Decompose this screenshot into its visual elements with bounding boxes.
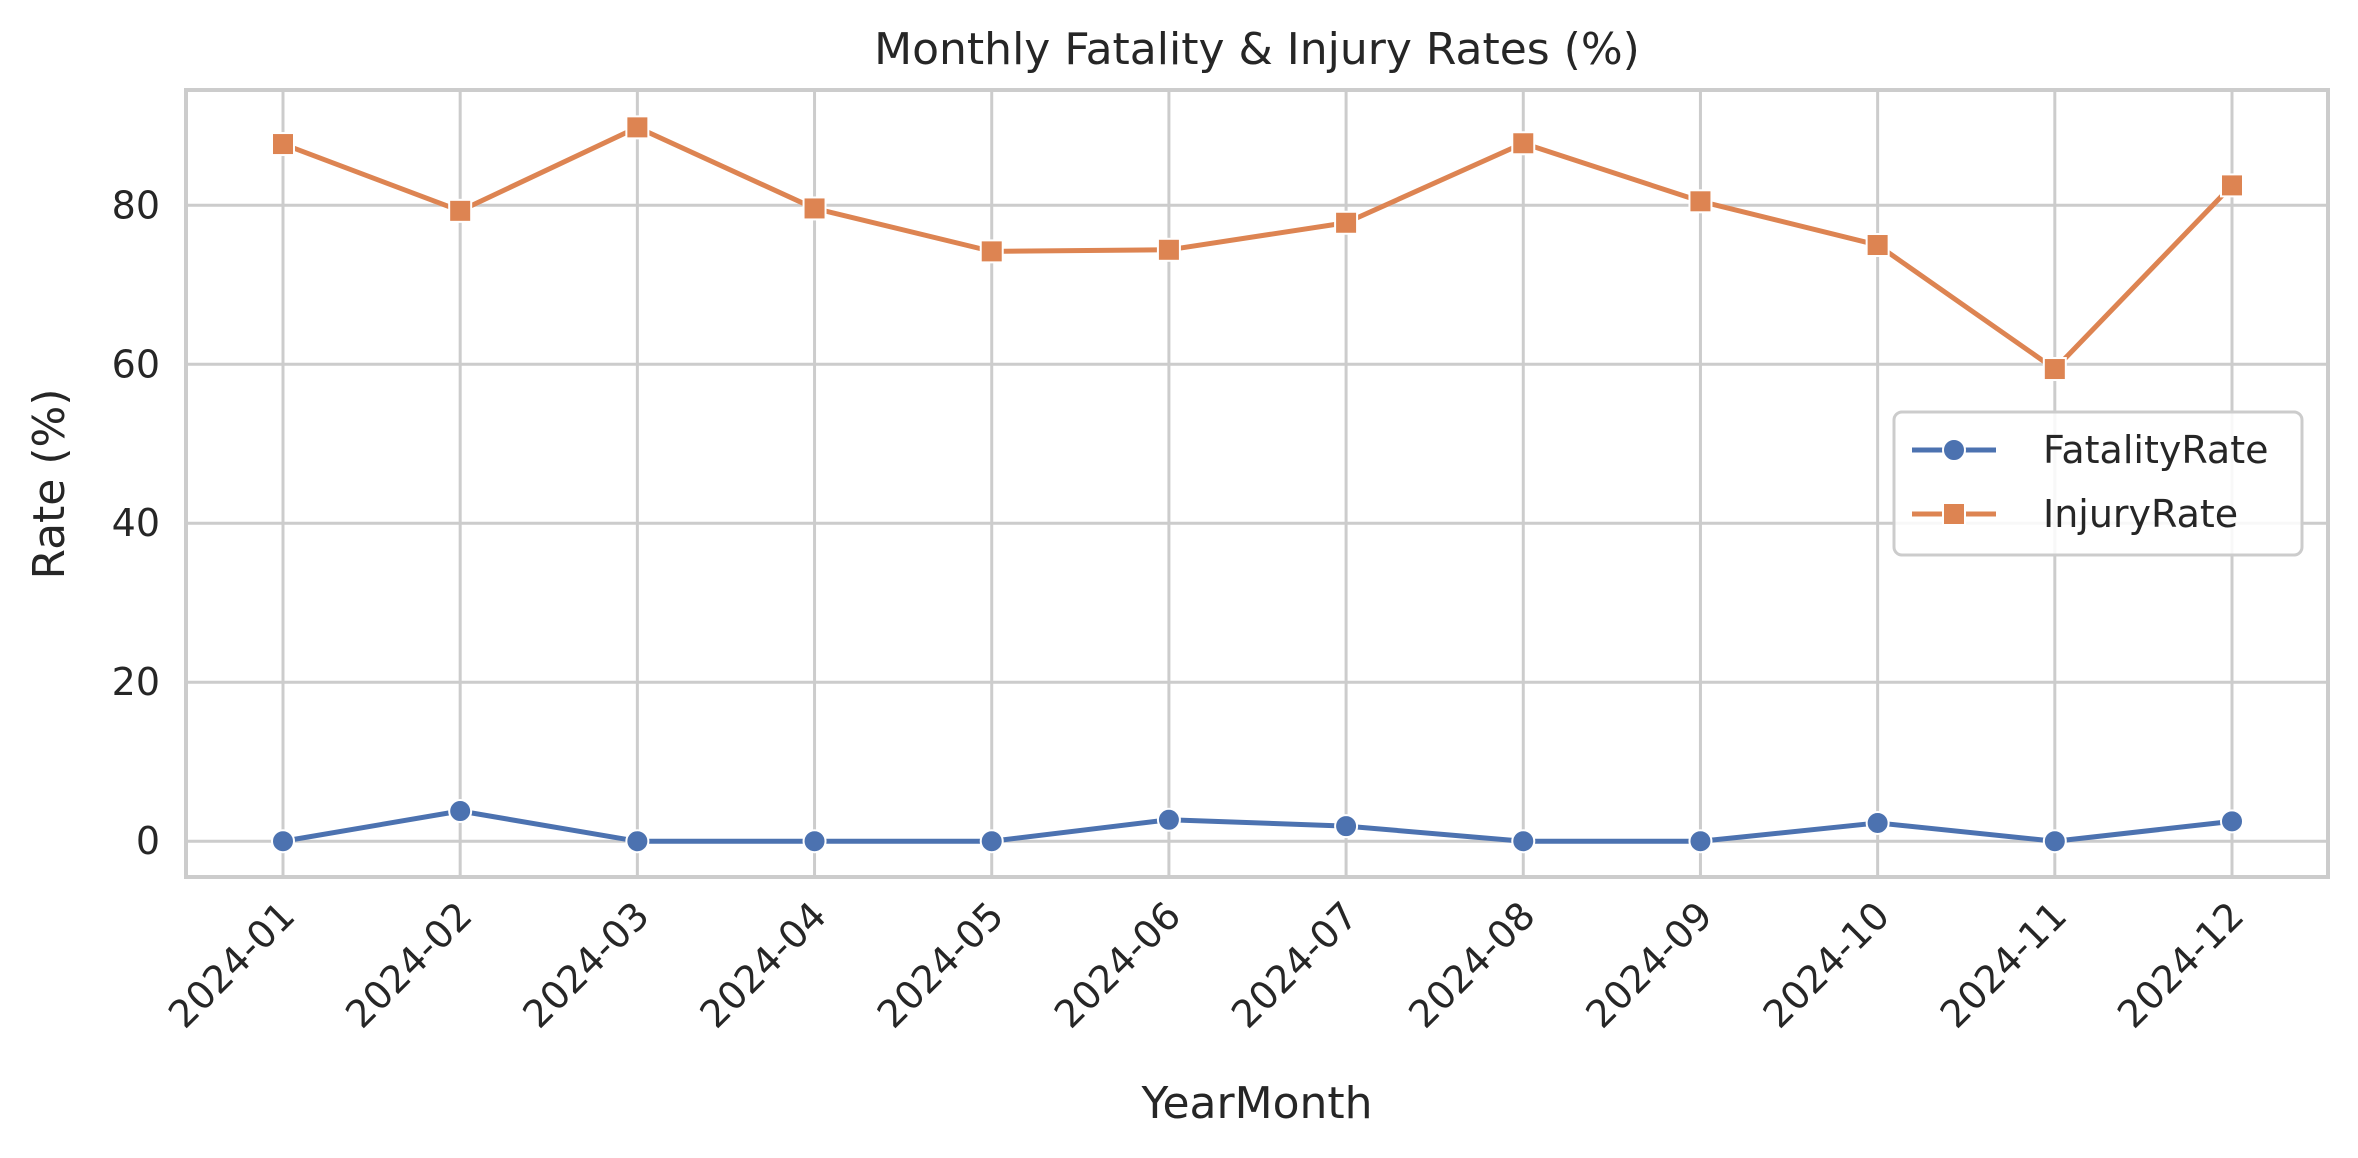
injuryrate-point bbox=[1156, 237, 1181, 262]
fatalityrate-point bbox=[979, 829, 1004, 854]
injuryrate-point bbox=[802, 196, 827, 221]
fatalityrate-point bbox=[2220, 809, 2244, 834]
injuryrate-point bbox=[271, 132, 295, 157]
y-tick-label: 0 bbox=[136, 819, 160, 863]
x-axis-label: YearMonth bbox=[1140, 1078, 1372, 1129]
series-layer bbox=[271, 115, 2244, 854]
fatalityrate-line bbox=[282, 808, 2233, 844]
fatalityrate-point bbox=[1688, 829, 1713, 854]
injuryrate-line bbox=[282, 124, 2234, 372]
injuryrate-point bbox=[1865, 233, 1890, 258]
injuryrate-point bbox=[979, 239, 1004, 264]
y-tick-label: 60 bbox=[112, 342, 160, 386]
plot-frame bbox=[184, 88, 2330, 879]
injuryrate-point bbox=[1511, 131, 1536, 156]
fatalityrate-point bbox=[1334, 814, 1359, 839]
legend: FatalityRate InjuryRate bbox=[1892, 410, 2304, 557]
fatalityrate-point bbox=[1156, 807, 1181, 832]
injuryrate-point bbox=[1688, 189, 1713, 214]
y-axis: 0 20 40 60 80 bbox=[112, 183, 160, 863]
injuryrate-legend-label: InjuryRate bbox=[2043, 492, 2238, 536]
grid bbox=[186, 90, 2328, 877]
fatalityrate-legend-marker bbox=[1942, 438, 1966, 462]
y-axis-label: Rate (%) bbox=[24, 388, 75, 579]
injuryrate-point bbox=[2220, 173, 2244, 198]
fatalityrate-point bbox=[802, 829, 827, 854]
injuryrate-point bbox=[2042, 357, 2067, 382]
injuryrate-point bbox=[448, 198, 473, 223]
injuryrate-point bbox=[625, 115, 650, 140]
fatalityrate-legend-label: FatalityRate bbox=[2043, 428, 2268, 472]
fatalityrate-point bbox=[2042, 829, 2067, 854]
fatalityrate-point bbox=[271, 829, 295, 854]
fatalityrate-point bbox=[1511, 829, 1536, 854]
chart-title: Monthly Fatality & Injury Rates (%) bbox=[874, 24, 1640, 75]
fatalityrate-point bbox=[448, 799, 473, 824]
fatalityrate-point bbox=[625, 829, 650, 854]
injuryrate-legend-marker bbox=[1942, 502, 1966, 526]
fatalityrate-point bbox=[1865, 810, 1890, 835]
y-tick-label: 80 bbox=[112, 183, 160, 227]
injuryrate-point bbox=[1334, 210, 1359, 235]
y-tick-label: 40 bbox=[112, 501, 160, 545]
y-tick-label: 20 bbox=[112, 660, 160, 704]
